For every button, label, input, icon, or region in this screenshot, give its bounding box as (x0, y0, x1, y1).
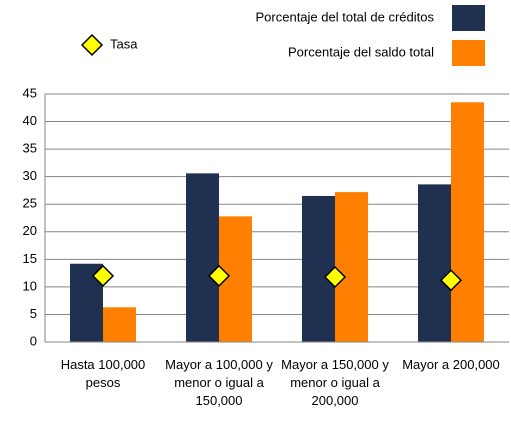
marker (207, 264, 231, 287)
x-tick-label: Mayor a 100,000 y menor o igual a 150,00… (165, 357, 273, 408)
bar (335, 192, 368, 342)
y-tick-label: 40 (23, 113, 37, 128)
bar (451, 102, 484, 343)
bar (103, 307, 136, 342)
legend-label: Porcentaje del saldo total (288, 44, 434, 59)
y-tick-label: 35 (23, 141, 37, 156)
x-tick-label: Mayor a 200,000 (402, 357, 500, 372)
y-tick-label: 10 (23, 278, 37, 293)
bar (186, 173, 219, 342)
marker (439, 269, 463, 292)
legend-swatch (452, 40, 485, 66)
x-tick-label: Mayor a 150,000 y menor o igual a 200,00… (281, 357, 389, 408)
bar (302, 195, 335, 342)
y-tick-label: 30 (23, 168, 37, 183)
y-tick-label: 0 (30, 333, 37, 348)
marker (323, 265, 347, 289)
y-tick-label: 25 (23, 196, 37, 211)
marker (91, 264, 115, 287)
y-tick-label: 20 (23, 223, 37, 238)
bar (418, 184, 451, 342)
legend-marker (80, 33, 104, 57)
y-tick-label: 45 (23, 85, 37, 100)
y-tick-label: 15 (23, 251, 37, 266)
legend-label: Porcentaje del total de créditos (256, 9, 435, 24)
y-tick-label: 5 (30, 306, 37, 321)
legend-swatch (452, 5, 485, 31)
x-tick-label: Hasta 100,000 pesos (60, 357, 146, 390)
legend-label: Tasa (110, 36, 138, 51)
